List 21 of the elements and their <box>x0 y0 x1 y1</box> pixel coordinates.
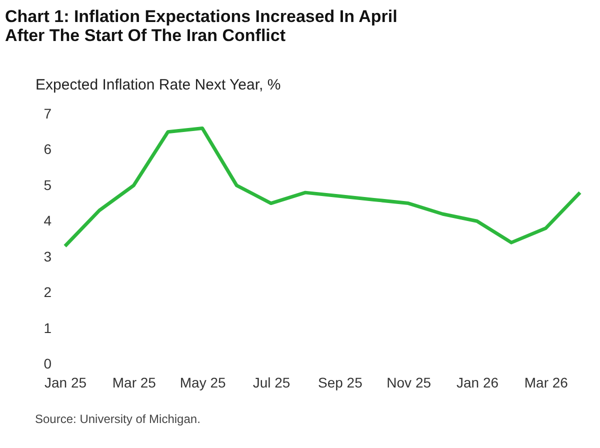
text: Chart 1: Inflation Expectations Increased In April <box>5 7 398 26</box>
y-tick-label: 1 <box>44 320 52 336</box>
y-tick-label: 7 <box>44 106 52 122</box>
x-tick-label: Jan 25 <box>44 374 87 390</box>
x-tick-label: May 25 <box>180 374 226 390</box>
y-tick-label: 0 <box>44 356 52 372</box>
x-tick-label: Nov 25 <box>386 374 432 390</box>
y-tick-label: 3 <box>44 248 52 264</box>
y-tick-label: 2 <box>44 284 52 300</box>
x-tick-label: Sep 25 <box>318 374 363 390</box>
x-tick-label: Jul 25 <box>252 374 290 390</box>
y-axis-title: Expected Inflation Rate Next Year, % <box>36 76 281 94</box>
x-tick-label: Mar 25 <box>112 374 156 390</box>
y-tick-label: 5 <box>44 176 52 193</box>
source-note: Source: University of Michigan. <box>35 412 200 426</box>
x-tick-label: Jan 26 <box>456 374 499 390</box>
x-tick-label: Mar 26 <box>524 374 568 390</box>
y-tick-label: 6 <box>44 141 52 158</box>
line-series <box>63 126 582 248</box>
y-tick-label: 4 <box>44 212 52 229</box>
text: After The Start Of The Iran Conflict <box>5 26 286 45</box>
